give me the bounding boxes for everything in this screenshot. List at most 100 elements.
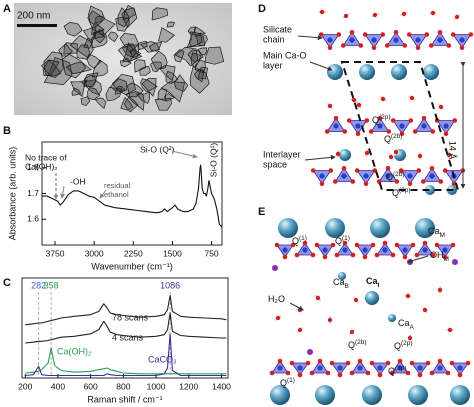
structure-label: CaA xyxy=(398,318,415,330)
oxygen xyxy=(437,358,443,364)
micrograph xyxy=(14,3,232,115)
water-oxygen xyxy=(380,96,386,102)
oxygen xyxy=(382,240,388,246)
silicon xyxy=(327,37,333,43)
annotation: Ca(OH)₂ xyxy=(25,161,58,171)
series-label: CaCO₃ xyxy=(148,354,177,364)
water-oxygen xyxy=(327,317,333,323)
oxygen xyxy=(318,32,324,37)
oxygen xyxy=(468,32,474,37)
annotation: ethanol xyxy=(104,190,129,199)
oxygen xyxy=(342,240,348,246)
silicon xyxy=(385,173,391,179)
oxygen xyxy=(374,252,380,258)
oxygen xyxy=(314,242,320,248)
particle xyxy=(83,74,97,88)
oxygen xyxy=(328,168,334,173)
oxygen xyxy=(340,43,346,48)
water-oxygen xyxy=(417,153,423,159)
particle xyxy=(86,53,102,69)
annotation: No trace of xyxy=(25,152,67,162)
callout-label: space xyxy=(263,159,287,169)
silicon xyxy=(349,37,355,43)
oxygen xyxy=(362,32,368,37)
oxygen xyxy=(434,242,440,248)
oxygen xyxy=(384,43,390,48)
oxygen xyxy=(334,252,340,258)
oxygen xyxy=(368,129,374,134)
oxygen xyxy=(355,131,361,136)
oxygen xyxy=(325,370,331,376)
particle xyxy=(189,65,210,94)
silicon xyxy=(407,173,413,179)
silicon xyxy=(333,123,339,129)
x-tick-label: 1400 xyxy=(212,381,231,391)
particle xyxy=(165,70,179,84)
particle xyxy=(119,33,140,54)
structure-label: Q(1) xyxy=(335,235,350,247)
oxygen xyxy=(446,43,452,48)
callout-label: Main Ca-O xyxy=(263,50,307,60)
particle xyxy=(140,41,161,53)
oxygen xyxy=(371,45,377,50)
water-oxygen xyxy=(454,14,460,20)
particle xyxy=(81,79,102,96)
oxygen xyxy=(394,242,400,248)
particle xyxy=(93,29,105,40)
callout-arrow xyxy=(289,302,304,311)
oxygen xyxy=(408,118,414,123)
oxygen xyxy=(450,32,456,37)
annotation-arrow xyxy=(60,185,66,199)
oxygen xyxy=(424,32,430,37)
label-subscript: M xyxy=(444,256,449,263)
oxygen xyxy=(402,254,408,260)
calcium xyxy=(370,218,390,238)
silicon xyxy=(422,247,428,253)
particle xyxy=(157,88,168,102)
x-axis-title: Raman shift / cm⁻¹ xyxy=(87,394,162,404)
silicon xyxy=(457,365,463,371)
label-superscript: (2b) xyxy=(393,171,405,178)
oxygen xyxy=(385,166,391,171)
callout-label: layer xyxy=(263,60,283,70)
data-line xyxy=(25,312,227,344)
structure-label: Q(1) xyxy=(292,235,307,247)
scale-bar xyxy=(17,24,57,27)
water-oxygen xyxy=(364,150,370,156)
water-oxygen xyxy=(349,329,355,335)
x-axis-title: Wavenumber (cm⁻¹) xyxy=(91,261,172,271)
particle xyxy=(41,59,60,77)
silicon xyxy=(421,123,427,129)
oxygen xyxy=(412,129,418,134)
annotation: -OH xyxy=(70,176,86,186)
water-oxygen xyxy=(393,149,399,155)
silicon xyxy=(297,365,303,371)
label-superscript: (2b) xyxy=(355,339,367,346)
particle xyxy=(65,61,92,75)
calcium xyxy=(315,385,335,405)
particle xyxy=(154,97,172,111)
panel-label: D xyxy=(258,3,266,15)
oxygen xyxy=(450,242,456,248)
label-text: Q xyxy=(388,366,395,376)
water-oxygen xyxy=(422,307,428,313)
x-tick-label: 1500 xyxy=(163,248,182,258)
annotation: Si-O (Q²) xyxy=(140,144,175,154)
silicon xyxy=(377,365,383,371)
y-tick-label: 1.8 xyxy=(27,162,39,172)
structure-label: CaB xyxy=(333,277,349,289)
particle xyxy=(71,87,82,96)
label-superscript: (2p) xyxy=(379,114,391,121)
structure-d xyxy=(310,9,474,195)
oxygen xyxy=(370,242,376,248)
structure-label: Q(2p) xyxy=(394,340,413,352)
calcium xyxy=(338,272,346,280)
structure-label: H₂O xyxy=(268,294,285,304)
oxygen xyxy=(285,370,291,376)
particle xyxy=(126,82,144,98)
structure-label: Q(2b) xyxy=(384,133,403,145)
label-text: H₂O xyxy=(268,294,285,304)
particle xyxy=(135,91,151,104)
oxygen xyxy=(442,254,448,260)
hydroxyl xyxy=(452,259,458,265)
